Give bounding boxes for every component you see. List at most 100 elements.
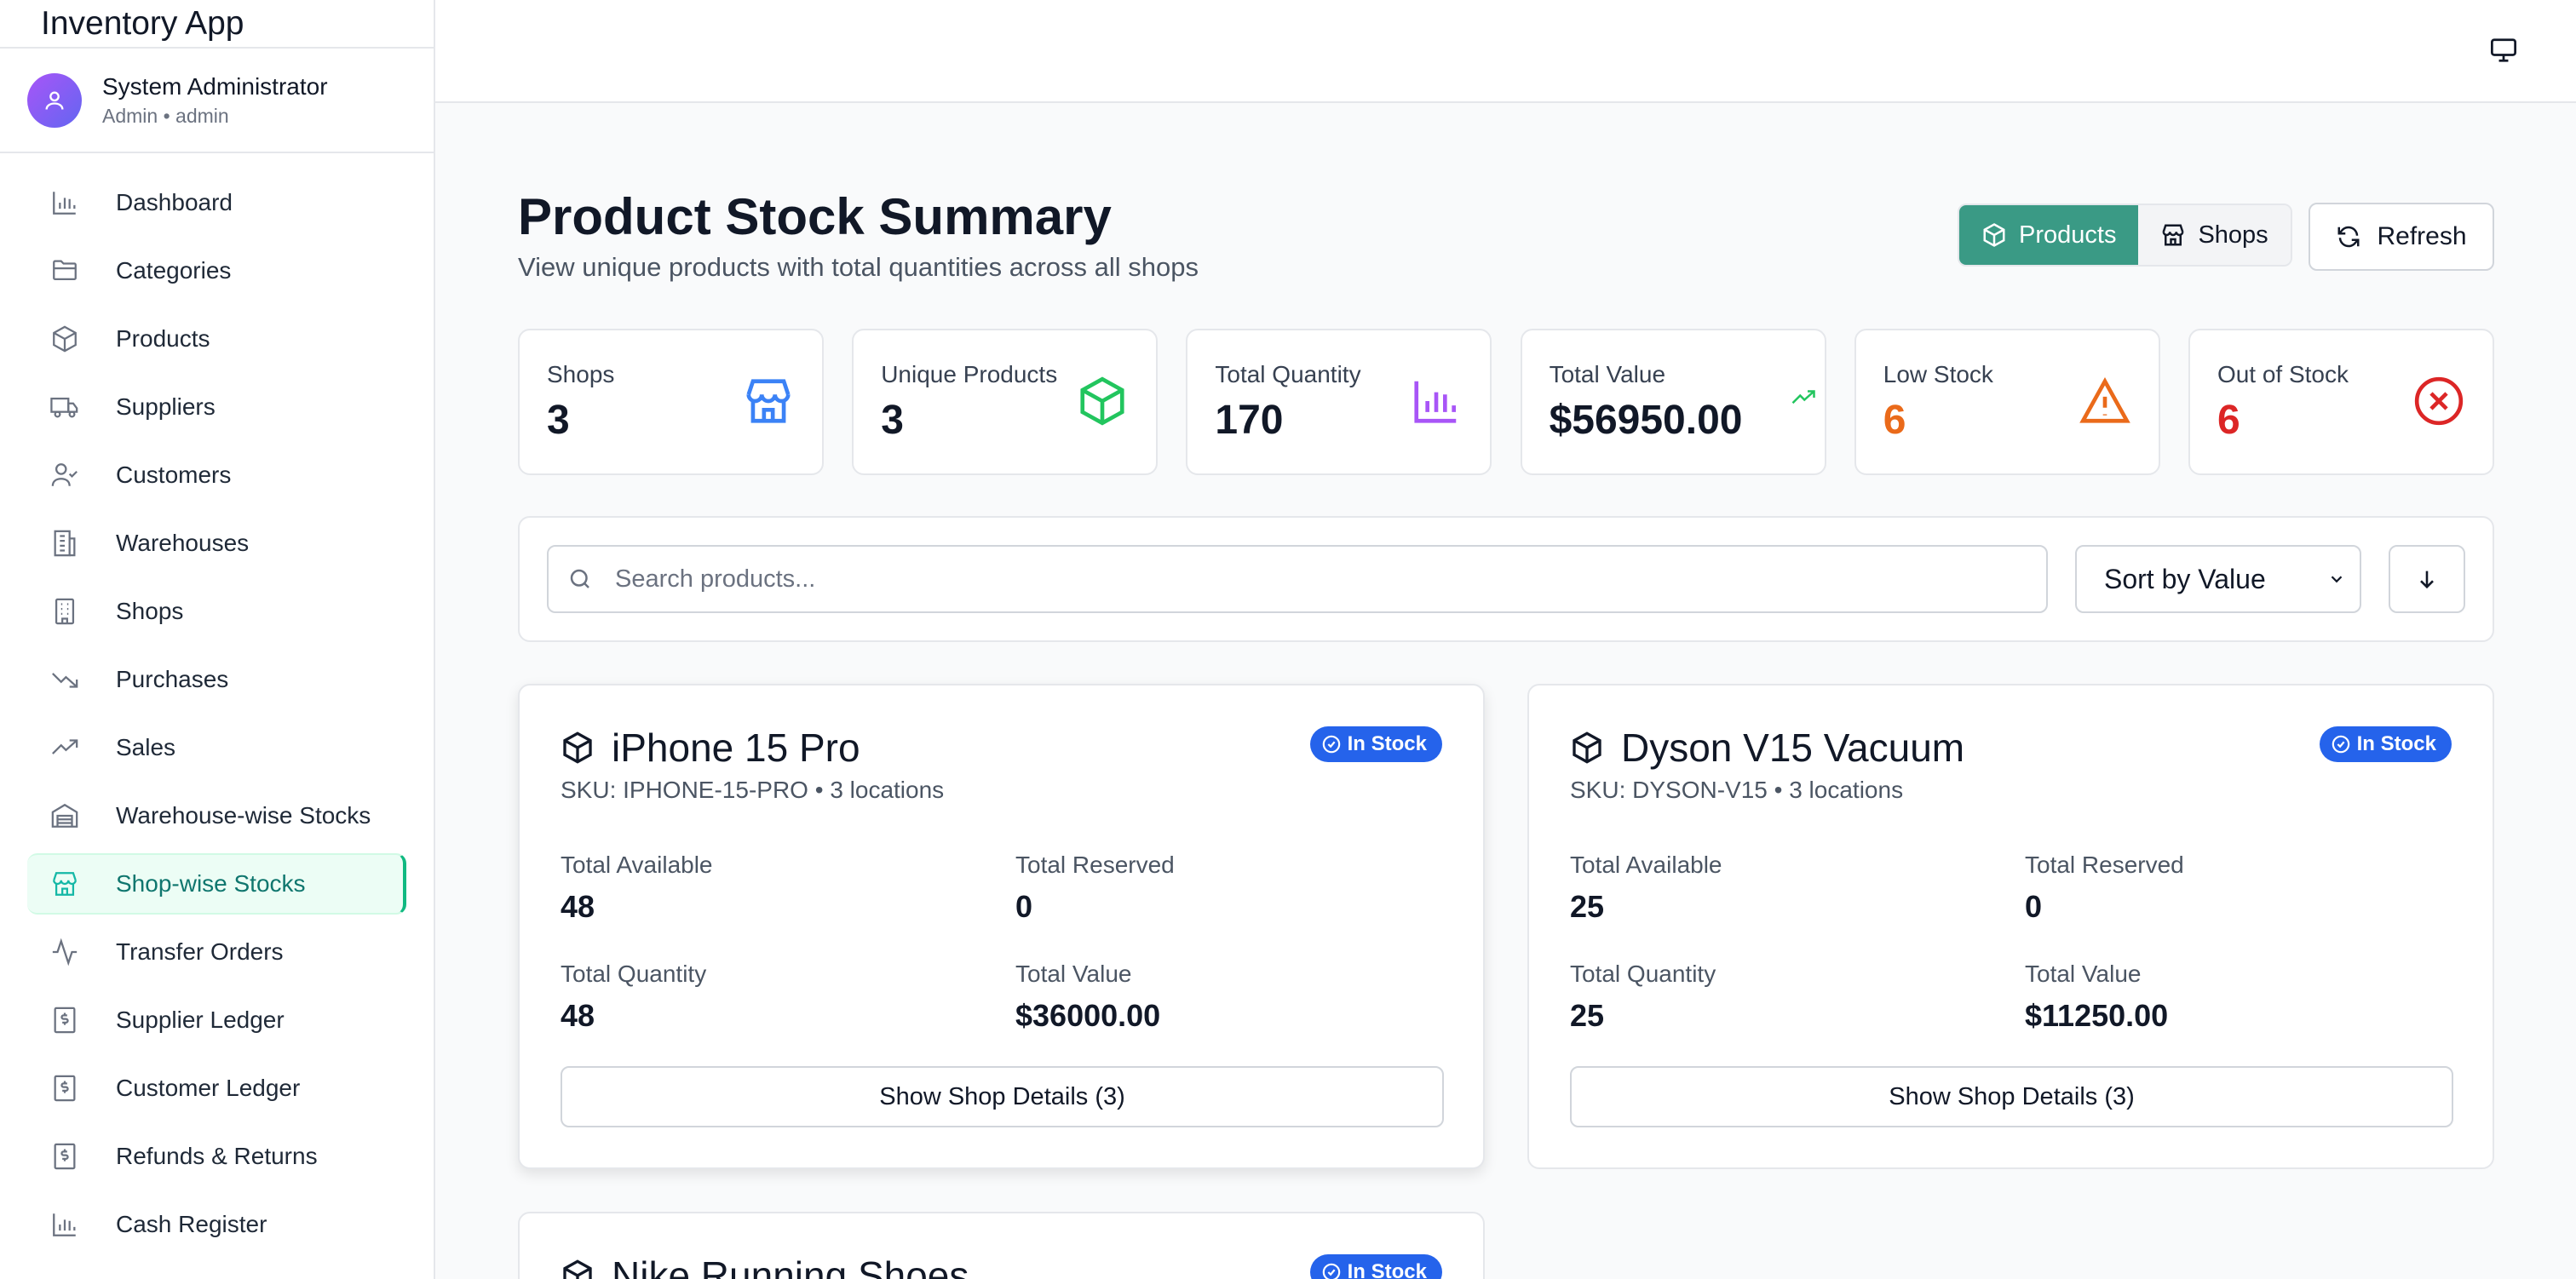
sidebar-item-supplier-ledger[interactable]: Supplier Ledger <box>27 989 406 1051</box>
sidebar-item-shops[interactable]: Shops <box>27 581 406 642</box>
total-reserved-label: Total Reserved <box>1015 852 1175 878</box>
stat-label: Total Quantity <box>1215 361 1361 387</box>
check-circle-icon <box>1322 735 1340 754</box>
product-card: Nike Running Shoes In Stock <box>518 1212 1485 1279</box>
refresh-button[interactable]: Refresh <box>2309 203 2494 271</box>
sidebar-item-sales[interactable]: Sales <box>27 717 406 778</box>
stats-row: Shops 3 Unique Products 3 Total Quantity… <box>518 329 2494 475</box>
search-icon <box>570 569 589 588</box>
show-shop-details-button[interactable]: Show Shop Details (3) <box>1570 1066 2453 1127</box>
sidebar-item-warehouse-wise-stocks[interactable]: Warehouse-wise Stocks <box>27 785 406 846</box>
sort-select[interactable]: Sort by Value <box>2075 545 2361 613</box>
sidebar-item-refunds-returns[interactable]: Refunds & Returns <box>27 1126 406 1187</box>
product-sku: SKU: DYSON-V15 • 3 locations <box>1570 777 1904 803</box>
stat-label: Low Stock <box>1883 361 1993 387</box>
product-name: iPhone 15 Pro <box>612 726 860 770</box>
sort-selected-value: Sort by Value <box>2104 563 2266 594</box>
folder-icon <box>48 254 82 288</box>
stat-label: Total Value <box>1549 361 1666 387</box>
products-view-label: Products <box>2019 221 2117 249</box>
show-shop-details-button[interactable]: Show Shop Details (3) <box>561 1066 1444 1127</box>
x-circle-icon <box>2412 375 2465 427</box>
sidebar-item-label: Categories <box>116 257 232 284</box>
stat-card-shops: Shops 3 <box>518 329 824 475</box>
dollar-receipt-icon <box>48 1071 82 1105</box>
sidebar-item-shop-wise-stocks[interactable]: Shop-wise Stocks <box>27 853 406 915</box>
stat-label: Out of Stock <box>2217 361 2349 387</box>
user-check-icon <box>48 458 82 492</box>
total-available-value: 25 <box>1570 889 1605 924</box>
stat-value: $56950.00 <box>1549 398 1743 443</box>
search-box[interactable] <box>547 545 2048 613</box>
check-circle-icon <box>2332 735 2349 754</box>
sidebar-item-transfer-orders[interactable]: Transfer Orders <box>27 921 406 983</box>
sidebar-item-purchases[interactable]: Purchases <box>27 649 406 710</box>
sort-direction-button[interactable] <box>2389 545 2465 613</box>
package-icon <box>563 731 592 764</box>
total-reserved-value: 0 <box>2025 889 2043 924</box>
stat-value: 3 <box>881 398 904 443</box>
package-icon <box>1076 375 1129 427</box>
sidebar-item-label: Supplier Ledger <box>116 1007 285 1033</box>
stat-value: 6 <box>1883 398 1906 443</box>
store-icon <box>48 867 82 901</box>
view-toggle: Products Shops <box>1958 204 2292 267</box>
product-name: Nike Running Shoes <box>612 1253 969 1279</box>
app-title: Inventory App <box>0 0 434 49</box>
products-view-button[interactable]: Products <box>1959 205 2139 265</box>
user-role: Admin • admin <box>102 104 229 127</box>
sidebar-item-customer-ledger[interactable]: Customer Ledger <box>27 1058 406 1119</box>
sidebar-item-categories[interactable]: Categories <box>27 240 406 301</box>
warehouse-icon <box>48 799 82 833</box>
product-name: Dyson V15 Vacuum <box>1621 726 1965 770</box>
sidebar-item-label: Warehouse-wise Stocks <box>116 802 371 829</box>
stat-card-unique-products: Unique Products 3 <box>852 329 1159 475</box>
arrow-down-icon <box>2420 571 2434 589</box>
sidebar-item-customers[interactable]: Customers <box>27 444 406 506</box>
bar-chart-icon <box>48 186 82 220</box>
sidebar-item-cash-register[interactable]: Cash Register <box>27 1194 406 1255</box>
trending-down-icon <box>48 662 82 697</box>
building-office-icon <box>48 594 82 628</box>
package-icon <box>1573 731 1601 764</box>
user-name: System Administrator <box>102 72 328 100</box>
total-quantity-value: 48 <box>561 998 595 1033</box>
monitor-icon[interactable] <box>2489 37 2518 63</box>
package-icon <box>563 1259 592 1279</box>
sidebar-item-label: Transfer Orders <box>116 938 284 965</box>
sidebar-item-label: Customer Ledger <box>116 1075 301 1101</box>
sidebar-item-products[interactable]: Products <box>27 308 406 370</box>
store-icon <box>2162 224 2184 246</box>
sidebar-item-dashboard[interactable]: Dashboard <box>27 172 406 233</box>
bar-chart-icon <box>48 1207 82 1242</box>
user-profile[interactable]: System Administrator Admin • admin <box>0 49 434 153</box>
top-bar <box>435 0 2576 103</box>
truck-icon <box>48 390 82 424</box>
sidebar-item-label: Dashboard <box>116 189 233 215</box>
shops-view-button[interactable]: Shops <box>2138 205 2291 265</box>
sidebar-item-label: Cash Register <box>116 1211 267 1237</box>
total-available-label: Total Available <box>1570 852 1722 878</box>
sidebar-item-label: Customers <box>116 462 232 488</box>
status-badge-label: In Stock <box>2356 732 2436 755</box>
sidebar-nav: Dashboard Categories Products Suppliers … <box>0 153 434 1255</box>
stat-label: Shops <box>547 361 615 387</box>
search-input[interactable] <box>615 565 2021 594</box>
sidebar-item-warehouses[interactable]: Warehouses <box>27 513 406 574</box>
total-quantity-label: Total Quantity <box>561 961 707 987</box>
stat-card-total-value: Total Value $56950.00 <box>1520 329 1826 475</box>
sidebar-item-suppliers[interactable]: Suppliers <box>27 376 406 438</box>
shops-view-label: Shops <box>2198 221 2268 249</box>
product-sku: SKU: IPHONE-15-PRO • 3 locations <box>561 777 945 803</box>
check-circle-icon <box>1322 1263 1340 1279</box>
total-value-label: Total Value <box>1015 961 1132 987</box>
product-card: iPhone 15 Pro In Stock SKU: IPHONE-15-PR… <box>518 684 1485 1169</box>
sidebar-item-label: Purchases <box>116 666 229 692</box>
total-available-label: Total Available <box>561 852 713 878</box>
refresh-label: Refresh <box>2377 222 2467 250</box>
total-value-value: $11250.00 <box>2025 998 2169 1033</box>
user-icon <box>45 91 64 110</box>
stat-value: 170 <box>1215 398 1284 443</box>
stat-card-total-quantity: Total Quantity 170 <box>1186 329 1492 475</box>
stat-card-low-stock: Low Stock 6 <box>1854 329 2160 475</box>
